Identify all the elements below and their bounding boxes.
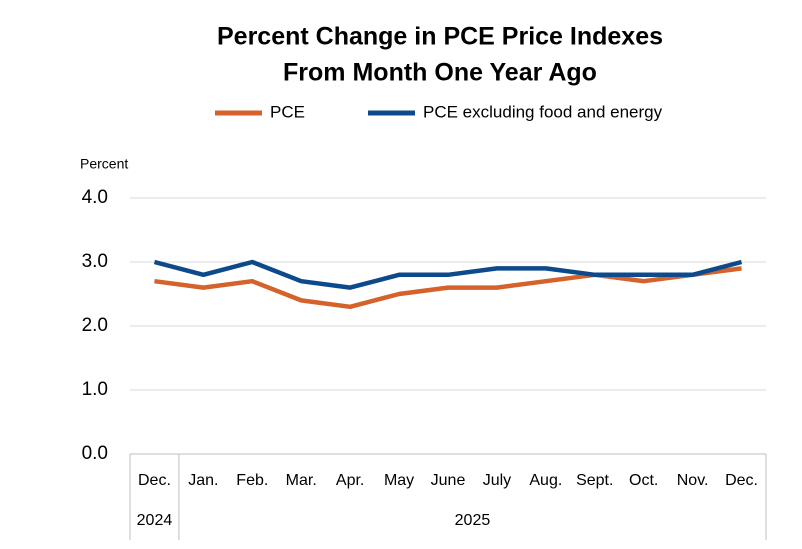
- chart-title: From Month One Year Ago: [283, 59, 597, 87]
- x-tick-label: Oct.: [629, 472, 658, 489]
- x-tick-label: Jan.: [188, 472, 218, 489]
- y-tick-label: 3.0: [82, 251, 108, 272]
- x-tick-label: May: [384, 472, 414, 489]
- x-tick-label: Nov.: [677, 472, 709, 489]
- x-tick-label: Apr.: [336, 472, 364, 489]
- y-tick-label: 2.0: [82, 315, 108, 336]
- x-group-label: 2024: [137, 512, 173, 529]
- series-line: [154, 266, 742, 310]
- series-line: [153, 259, 743, 290]
- y-tick-label: 1.0: [82, 379, 108, 400]
- y-axis-label: Percent: [80, 156, 128, 172]
- x-group-label: 2025: [455, 512, 491, 529]
- x-tick-label: June: [431, 472, 466, 489]
- y-tick-label: 0.0: [82, 443, 108, 464]
- x-tick-label: Dec.: [725, 472, 758, 489]
- chart-title: Percent Change in PCE Price Indexes: [217, 23, 663, 51]
- x-tick-label: Dec.: [138, 472, 171, 489]
- x-tick-label: Mar.: [286, 472, 317, 489]
- legend-label: PCE excluding food and energy: [423, 102, 663, 121]
- x-tick-label: Aug.: [529, 472, 562, 489]
- x-tick-label: Sept.: [576, 472, 613, 489]
- legend-label: PCE: [270, 102, 305, 121]
- x-tick-label: Feb.: [236, 472, 268, 489]
- y-tick-label: 4.0: [82, 187, 108, 208]
- x-tick-label: July: [483, 472, 511, 489]
